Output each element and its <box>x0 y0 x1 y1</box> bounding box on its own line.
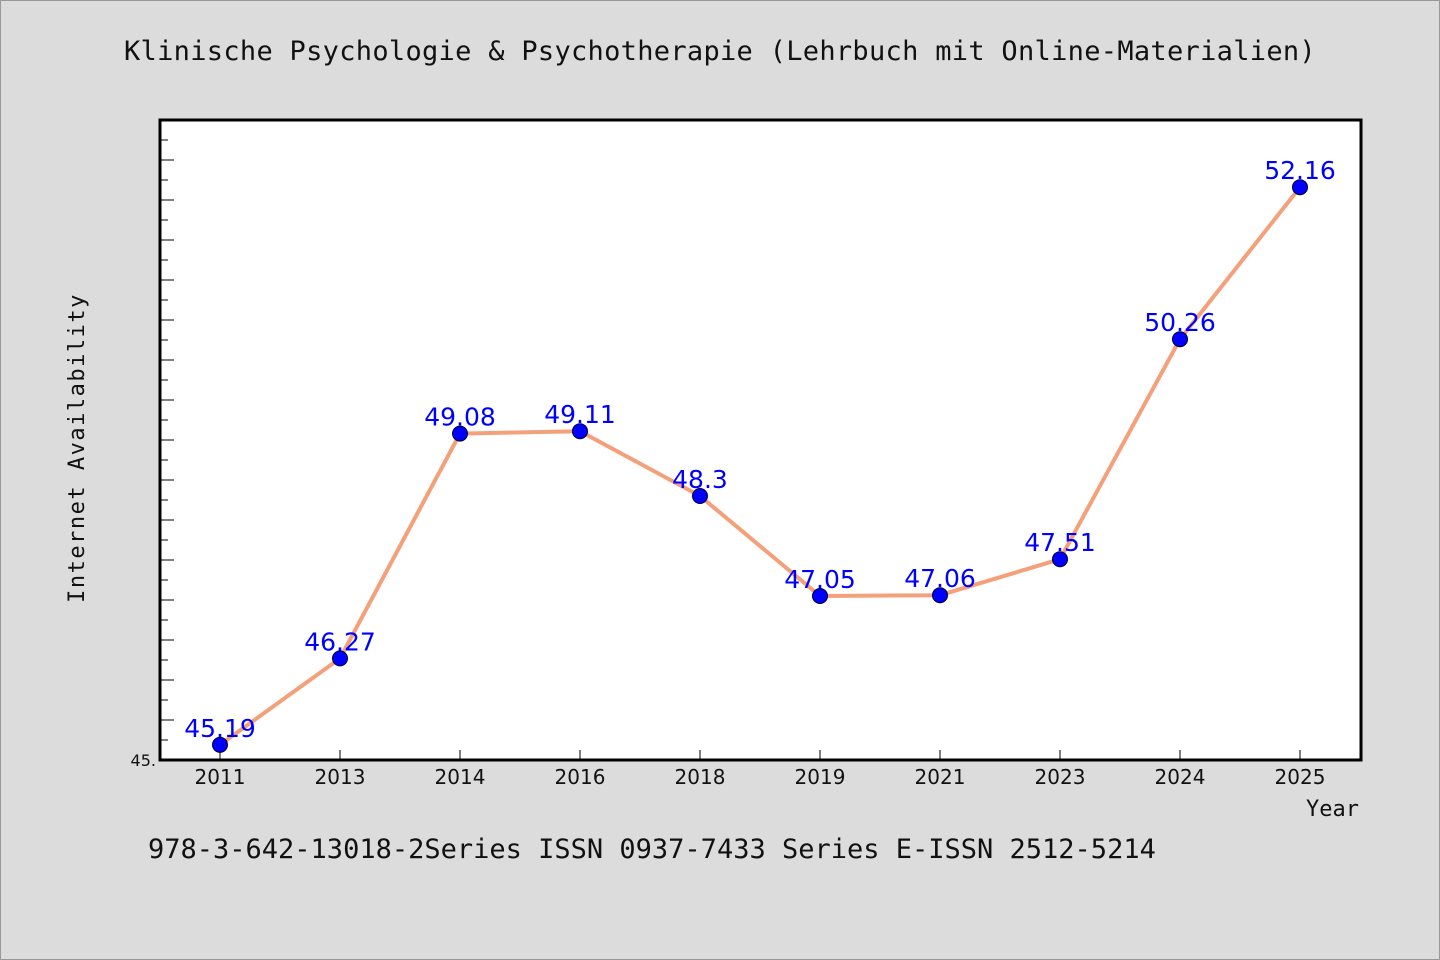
x-tick-label: 2025 <box>1275 765 1326 789</box>
data-point <box>1292 179 1308 196</box>
footer-note: 978-3-642-13018-2Series ISSN 0937-7433 S… <box>148 834 1156 865</box>
data-label: 47.51 <box>1024 528 1096 557</box>
y-axis-title: Internet Availability <box>65 293 90 603</box>
data-label: 48.3 <box>672 465 728 494</box>
x-tick-label: 2023 <box>1035 765 1086 789</box>
y-axis-ticks <box>160 139 174 761</box>
data-point <box>1052 551 1068 568</box>
series-markers <box>212 179 1308 753</box>
x-tick-label: 2013 <box>315 765 366 789</box>
x-tick-label: 2011 <box>195 765 246 789</box>
y-axis-tick-labels: 45. <box>131 751 156 770</box>
data-point <box>932 587 948 604</box>
x-tick-label: 2018 <box>675 765 726 789</box>
data-point <box>572 423 588 440</box>
x-axis-title: Year <box>1306 797 1359 822</box>
series-line <box>218 185 1302 747</box>
plot-area <box>158 118 1363 762</box>
x-axis-tick-labels: 2011 2013 2014 2016 2018 2019 2021 2023 2024 2025 <box>195 765 1326 789</box>
data-point <box>452 425 468 442</box>
x-tick-label: 2024 <box>1155 765 1206 789</box>
x-tick-label: 2021 <box>915 765 966 789</box>
data-label: 47.06 <box>904 564 976 593</box>
data-label: 50.26 <box>1144 308 1216 337</box>
y-tick-label: 45. <box>131 751 156 770</box>
data-point <box>1172 331 1188 348</box>
data-point <box>812 588 828 604</box>
x-axis-ticks <box>219 750 1301 760</box>
x-tick-label: 2014 <box>435 765 486 789</box>
data-label: 45.19 <box>184 714 256 743</box>
x-tick-label: 2019 <box>795 765 846 789</box>
series-lines <box>218 185 1302 747</box>
data-labels: 45.19 46.27 49.08 49.11 48.3 47.05 47.06 47.51 5… <box>184 156 1336 743</box>
data-point <box>332 650 348 667</box>
data-label: 52.16 <box>1264 156 1336 185</box>
data-label: 46.27 <box>304 627 376 656</box>
data-point <box>212 736 228 753</box>
data-label: 47.05 <box>784 565 856 594</box>
x-tick-label: 2016 <box>555 765 606 789</box>
data-label: 49.11 <box>544 400 616 429</box>
chart-title: Klinische Psychologie & Psychotherapie (… <box>124 36 1316 67</box>
data-label: 49.08 <box>424 403 496 432</box>
data-point <box>692 488 708 504</box>
